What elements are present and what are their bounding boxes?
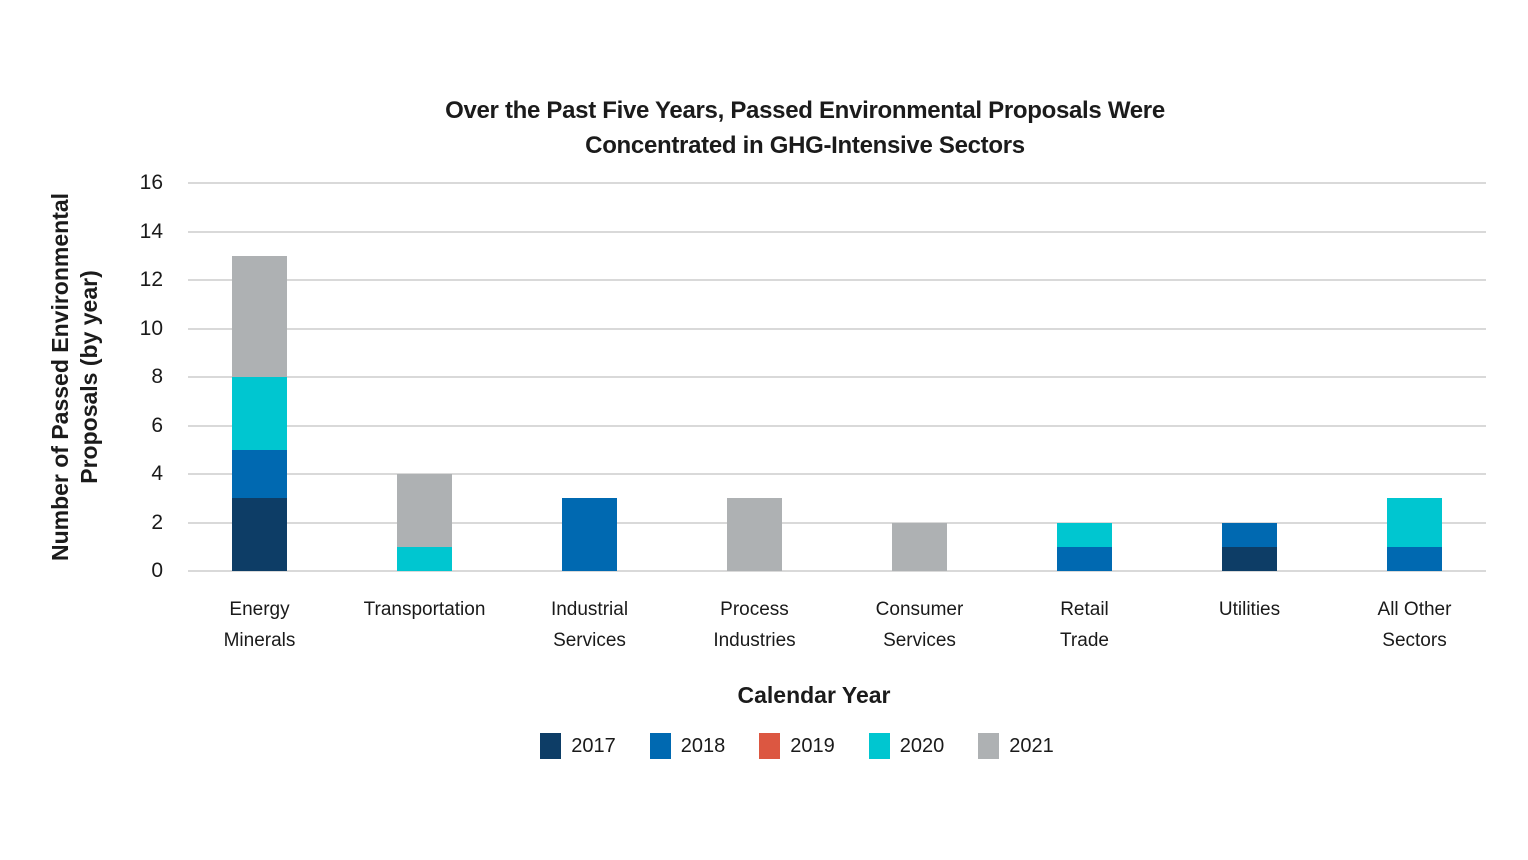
x-category-label-line: Consumer (875, 599, 964, 620)
bar-segment-2018-retail-trade (1057, 546, 1112, 571)
y-tick-label-2: 2 (151, 510, 163, 534)
y-tick-label-12: 12 (139, 268, 163, 291)
bar-segment-2021-transportation (397, 474, 452, 547)
x-category-label-line: Utilities (1218, 599, 1281, 620)
y-tick-label-6: 6 (151, 413, 163, 437)
y-tick-label-8: 8 (151, 365, 163, 388)
bar-segment-2020-energy-minerals (232, 377, 287, 450)
x-category-label-transportation: Transportation (364, 594, 486, 625)
bar-segment-2021-process-industries (727, 498, 782, 571)
gridline-4 (188, 473, 1486, 475)
x-category-label-line: Retail (1060, 599, 1109, 620)
x-category-label-line: All Other (1377, 599, 1452, 620)
y-tick-label-16: 16 (139, 171, 163, 194)
x-category-label-line: Industrial (550, 599, 629, 620)
x-axis-title: Calendar Year (737, 682, 891, 708)
legend-swatch-2017 (540, 733, 562, 759)
legend-item-2018: 2018 (649, 733, 726, 759)
x-category-label-line: Services (883, 630, 956, 651)
x-category-label-retail-trade: Retail Trade (1060, 594, 1109, 656)
legend-swatch-2018 (649, 733, 671, 759)
gridline-0 (188, 570, 1486, 572)
x-category-label-line: Transportation (363, 599, 486, 620)
legend: 2017 2018 2019 2020 2021 (0, 733, 1528, 759)
legend-label-2020: 2020 (899, 734, 945, 757)
x-category-label-energy-minerals: Energy Minerals (224, 594, 296, 656)
gridline-2 (188, 521, 1486, 524)
x-category-label-line: Process (720, 599, 789, 620)
chart-title-line1: Over the Past Five Years, Passed Environ… (445, 97, 1165, 124)
bar-segment-2020-retail-trade (1057, 522, 1112, 547)
legend-swatch-2019 (759, 733, 781, 759)
legend-label-2019: 2019 (790, 734, 835, 757)
bar-segment-2017-energy-minerals (232, 498, 287, 571)
gridline-10 (188, 327, 1486, 330)
x-axis-category-labels: Energy Minerals Transportation Industrial Se… (177, 594, 1497, 664)
y-tick-label-0: 0 (151, 559, 163, 582)
y-axis-tick-labels: 0 2 4 6 8 10 12 14 16 (0, 171, 163, 582)
x-category-label-line: Industries (713, 630, 796, 651)
gridline-12 (188, 279, 1486, 281)
bar-segment-2021-consumer-services (892, 522, 947, 571)
bar-segment-2018-all-other-sectors (1387, 546, 1442, 571)
legend-item-2021: 2021 (978, 733, 1054, 759)
gridline-6 (188, 424, 1486, 427)
y-tick-label-10: 10 (139, 316, 163, 340)
bar-segment-2020-transportation (397, 546, 452, 571)
bar-segment-2018-industrial-services (562, 498, 617, 571)
x-category-label-consumer-services: Consumer Services (876, 594, 964, 656)
legend-item-2017: 2017 (540, 733, 616, 759)
gridline-14 (188, 230, 1486, 233)
x-category-label-line: Energy (229, 599, 290, 620)
x-category-label-line: Minerals (223, 630, 296, 651)
legend-label-2018: 2018 (680, 734, 726, 757)
legend-swatch-2020 (868, 733, 890, 759)
x-category-label-utilities: Utilities (1219, 594, 1280, 625)
legend-item-2019: 2019 (759, 733, 835, 759)
chart-title: Over the Past Five Years, Passed Environ… (0, 93, 1528, 163)
plot-area (177, 182, 1497, 572)
legend-label-2017: 2017 (571, 734, 616, 757)
bar-segment-2018-utilities (1222, 522, 1277, 547)
x-category-label-process-industries: Process Industries (713, 594, 795, 656)
y-tick-label-4: 4 (151, 462, 163, 485)
bar-segment-2020-all-other-sectors (1387, 498, 1442, 547)
gridline-16 (188, 182, 1486, 184)
x-category-label-line: Services (553, 630, 626, 651)
legend-swatch-2021 (978, 733, 1000, 759)
bar-segment-2021-energy-minerals (232, 255, 287, 377)
legend-item-2020: 2020 (868, 733, 945, 759)
bar-segment-2017-utilities (1222, 546, 1277, 571)
x-category-label-line: Trade (1060, 630, 1109, 651)
gridline-8 (188, 376, 1486, 378)
bar-segment-2018-energy-minerals (232, 449, 287, 499)
chart-title-line2: Concentrated in GHG-Intensive Sectors (585, 132, 1025, 159)
y-tick-label-14: 14 (139, 219, 163, 243)
x-category-label-industrial-services: Industrial Services (551, 594, 628, 656)
x-category-label-all-other-sectors: All Other Sectors (1378, 594, 1452, 656)
x-category-label-line: Sectors (1382, 630, 1447, 651)
legend-label-2021: 2021 (1009, 734, 1054, 757)
